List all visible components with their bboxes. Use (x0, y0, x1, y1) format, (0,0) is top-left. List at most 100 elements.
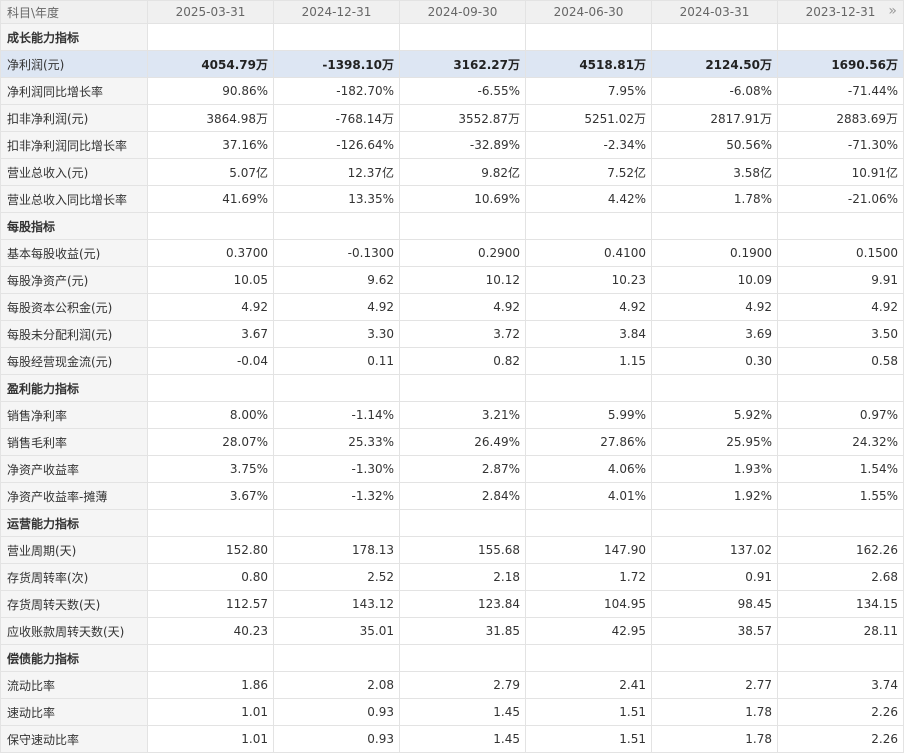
more-periods-icon[interactable]: » (888, 3, 897, 19)
table-cell: -1.30% (273, 455, 400, 483)
table-cell: 3864.98万 (147, 104, 274, 132)
row-label: 净资产收益率-摊薄 (0, 482, 148, 510)
table-cell: 0.58 (777, 347, 904, 375)
table-cell: 147.90 (525, 536, 652, 564)
header-row: 科目\年度 2025-03-31 2024-12-31 2024-09-30 2… (0, 0, 904, 24)
table-cell: 12.37亿 (273, 158, 400, 186)
header-label: 科目\年度 (0, 0, 148, 24)
table-cell: 143.12 (273, 590, 400, 618)
table-cell: 2.84% (399, 482, 526, 510)
table-cell: 123.84 (399, 590, 526, 618)
table-cell: 0.80 (147, 563, 274, 591)
table-cell: 162.26 (777, 536, 904, 564)
table-cell: 35.01 (273, 617, 400, 645)
row-label: 流动比率 (0, 671, 148, 699)
table-cell: 10.12 (399, 266, 526, 294)
table-cell: 3552.87万 (399, 104, 526, 132)
table-cell: 4.06% (525, 455, 652, 483)
period-header: 2024-12-31 (273, 0, 400, 24)
table-cell (651, 509, 778, 537)
table-cell: 3.67% (147, 482, 274, 510)
table-cell: 3.30 (273, 320, 400, 348)
row-label: 速动比率 (0, 698, 148, 726)
table-cell (273, 212, 400, 240)
table-cell (273, 374, 400, 402)
table-cell: 2.41 (525, 671, 652, 699)
table-cell (651, 212, 778, 240)
row-label: 基本每股收益(元) (0, 239, 148, 267)
table-cell: 7.95% (525, 77, 652, 105)
table-cell: 1.45 (399, 725, 526, 753)
table-cell: 4.42% (525, 185, 652, 213)
table-cell (147, 509, 274, 537)
table-row: 销售净利率 8.00% -1.14% 3.21% 5.99% 5.92% 0.97% (0, 401, 904, 429)
row-label: 每股净资产(元) (0, 266, 148, 294)
table-cell: -6.08% (651, 77, 778, 105)
table-cell: 0.97% (777, 401, 904, 429)
table-row: 每股经营现金流(元) -0.04 0.11 0.82 1.15 0.30 0.58 (0, 347, 904, 375)
table-row: 营业总收入同比增长率 41.69% 13.35% 10.69% 4.42% 1.78% -2… (0, 185, 904, 213)
table-cell: 1.93% (651, 455, 778, 483)
table-row: 每股资本公积金(元) 4.92 4.92 4.92 4.92 4.92 4.92 (0, 293, 904, 321)
table-cell: 9.82亿 (399, 158, 526, 186)
table-cell (273, 23, 400, 51)
table-cell: 0.82 (399, 347, 526, 375)
table-cell: -71.44% (777, 77, 904, 105)
row-label: 净利润同比增长率 (0, 77, 148, 105)
table-cell: 1.78 (651, 698, 778, 726)
table-cell: 10.23 (525, 266, 652, 294)
table-cell: -32.89% (399, 131, 526, 159)
table-cell: 3.69 (651, 320, 778, 348)
table-cell (399, 644, 526, 672)
row-label: 保守速动比率 (0, 725, 148, 753)
table-cell (651, 374, 778, 402)
row-label: 每股未分配利润(元) (0, 320, 148, 348)
table-cell: 9.91 (777, 266, 904, 294)
table-cell (525, 212, 652, 240)
table-cell: 1.01 (147, 698, 274, 726)
table-cell: 178.13 (273, 536, 400, 564)
table-cell: 50.56% (651, 131, 778, 159)
table-cell: 7.52亿 (525, 158, 652, 186)
table-cell: -1.14% (273, 401, 400, 429)
table-cell: 42.95 (525, 617, 652, 645)
table-cell: 40.23 (147, 617, 274, 645)
table-row: 存货周转天数(天) 112.57 143.12 123.84 104.95 98.45 13… (0, 590, 904, 618)
period-header: 2024-03-31 (651, 0, 778, 24)
table-cell: 2.77 (651, 671, 778, 699)
table-cell: 104.95 (525, 590, 652, 618)
table-row: 扣非净利润(元) 3864.98万 -768.14万 3552.87万 5251.02万… (0, 104, 904, 132)
table-cell: 3.75% (147, 455, 274, 483)
table-cell: -6.55% (399, 77, 526, 105)
row-label: 每股经营现金流(元) (0, 347, 148, 375)
table-cell: 0.93 (273, 725, 400, 753)
table-cell: 26.49% (399, 428, 526, 456)
period-header-label: 2023-12-31 (805, 5, 876, 19)
row-label: 销售毛利率 (0, 428, 148, 456)
table-row: 净利润同比增长率 90.86% -182.70% -6.55% 7.95% -6.08% -… (0, 77, 904, 105)
table-cell: 2.87% (399, 455, 526, 483)
table-cell: 1.92% (651, 482, 778, 510)
table-cell: 1.01 (147, 725, 274, 753)
table-row: 净资产收益率 3.75% -1.30% 2.87% 4.06% 1.93% 1.54% (0, 455, 904, 483)
table-cell: 3.74 (777, 671, 904, 699)
table-cell: 3162.27万 (399, 50, 526, 78)
table-cell: 4.92 (147, 293, 274, 321)
table-cell: 1.55% (777, 482, 904, 510)
table-row: 营业总收入(元) 5.07亿 12.37亿 9.82亿 7.52亿 3.58亿 10.91亿 (0, 158, 904, 186)
table-cell: -0.04 (147, 347, 274, 375)
table-cell: 4054.79万 (147, 50, 274, 78)
table-cell: 4.01% (525, 482, 652, 510)
table-cell: 1.78% (651, 185, 778, 213)
table-cell: 1.51 (525, 698, 652, 726)
table-cell: 4.92 (525, 293, 652, 321)
table-cell: 1.54% (777, 455, 904, 483)
table-cell (273, 509, 400, 537)
section-header-row: 偿债能力指标 (0, 644, 904, 672)
table-cell: 2.26 (777, 725, 904, 753)
table-cell: 2124.50万 (651, 50, 778, 78)
table-cell: 4.92 (399, 293, 526, 321)
table-cell (777, 374, 904, 402)
table-cell (399, 212, 526, 240)
section-title: 运营能力指标 (0, 509, 148, 537)
